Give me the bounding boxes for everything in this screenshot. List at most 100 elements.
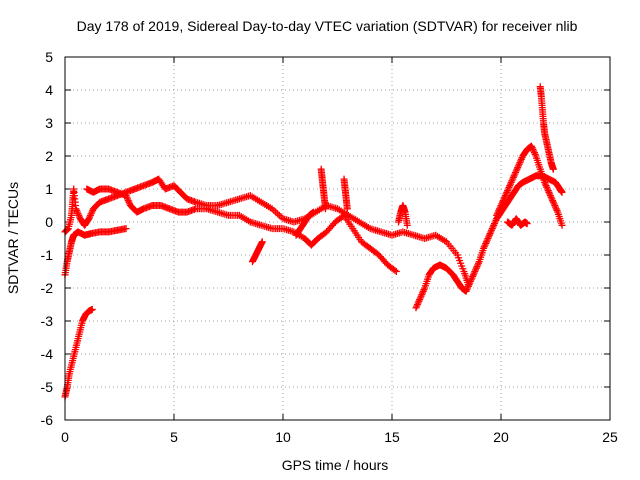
data-point — [123, 193, 131, 201]
data-point — [391, 266, 399, 274]
data-point — [545, 188, 553, 196]
data-point — [523, 220, 531, 228]
data-point — [511, 170, 519, 178]
data-point — [491, 218, 499, 226]
data-point — [515, 160, 523, 168]
grid — [65, 57, 610, 420]
y-tick-label: 0 — [45, 214, 53, 230]
x-axis-label: GPS time / hours — [282, 457, 389, 473]
data-point — [530, 149, 538, 157]
data-point — [474, 261, 482, 269]
y-tick-label: -3 — [41, 313, 54, 329]
y-tick-label: -4 — [41, 346, 54, 362]
data-point — [552, 203, 559, 211]
data-point — [123, 195, 131, 203]
data-point — [75, 211, 83, 219]
data-point — [510, 172, 518, 180]
data-point — [494, 208, 502, 216]
data-point — [549, 197, 557, 205]
data-point — [473, 263, 481, 271]
data-point — [501, 192, 509, 200]
data-point — [531, 150, 539, 158]
data-point — [486, 230, 494, 238]
data-point — [343, 205, 351, 213]
data-point — [489, 223, 497, 231]
data-point — [463, 286, 471, 294]
data-point — [558, 188, 566, 196]
data-point — [87, 210, 95, 218]
data-point — [480, 243, 488, 251]
x-tick-label: 5 — [170, 429, 178, 445]
data-point — [550, 200, 558, 208]
data-point — [530, 147, 538, 155]
data-point — [125, 198, 133, 206]
x-tick-label: 15 — [384, 429, 400, 445]
data-point — [474, 259, 482, 267]
y-tick-label: -6 — [41, 412, 54, 428]
data-point — [558, 221, 566, 229]
data-point — [514, 162, 522, 170]
data-point — [413, 301, 421, 308]
data-point — [414, 299, 422, 307]
data-point — [480, 244, 488, 252]
data-point — [482, 239, 490, 247]
data-point — [74, 210, 82, 218]
data-point — [529, 145, 537, 153]
data-point — [509, 173, 517, 181]
data-point — [544, 185, 552, 193]
data-point — [543, 183, 551, 191]
data-point — [472, 264, 480, 272]
x-tick-label: 10 — [275, 429, 291, 445]
data-point — [493, 210, 501, 218]
data-point — [392, 268, 400, 275]
data-point — [547, 193, 555, 201]
data-point — [500, 195, 508, 203]
data-point — [413, 302, 421, 310]
y-tick-label: 2 — [45, 148, 53, 164]
data-point — [528, 142, 536, 150]
data-point — [464, 284, 472, 292]
data-point — [517, 155, 525, 163]
y-tick-label: 3 — [45, 115, 53, 131]
data-point — [541, 178, 549, 186]
data-point — [548, 195, 556, 203]
data-point — [469, 272, 477, 280]
data-point — [549, 165, 557, 173]
data-point — [496, 203, 504, 211]
y-tick-label: 5 — [45, 49, 53, 65]
y-tick-label: -1 — [41, 247, 54, 263]
data-point — [544, 187, 552, 195]
data-points — [61, 83, 566, 401]
data-point — [485, 231, 493, 239]
data-point — [466, 279, 474, 287]
data-point — [412, 304, 420, 312]
data-point — [497, 202, 505, 209]
y-tick-label: 4 — [45, 82, 53, 98]
data-point — [472, 266, 480, 274]
data-point — [86, 213, 94, 221]
data-point — [462, 287, 470, 295]
data-point — [493, 211, 501, 219]
data-point — [528, 144, 536, 152]
data-point — [495, 206, 503, 214]
data-point — [258, 238, 266, 246]
chart-title: Day 178 of 2019, Sidereal Day-to-day VTE… — [77, 18, 578, 34]
data-point — [416, 296, 424, 304]
plot-frame — [64, 56, 611, 421]
x-tick-label: 20 — [493, 429, 509, 445]
data-point — [502, 190, 510, 198]
data-point — [73, 206, 81, 214]
data-point — [487, 228, 495, 236]
data-point — [503, 188, 511, 196]
data-point — [124, 197, 132, 205]
data-point — [466, 277, 474, 285]
data-point — [418, 291, 426, 299]
data-point — [122, 192, 130, 200]
data-point — [512, 169, 520, 176]
data-point — [508, 177, 516, 185]
data-point — [516, 159, 524, 167]
data-point — [485, 233, 493, 241]
data-point — [469, 271, 477, 279]
data-point — [86, 211, 94, 219]
data-point — [549, 198, 557, 206]
